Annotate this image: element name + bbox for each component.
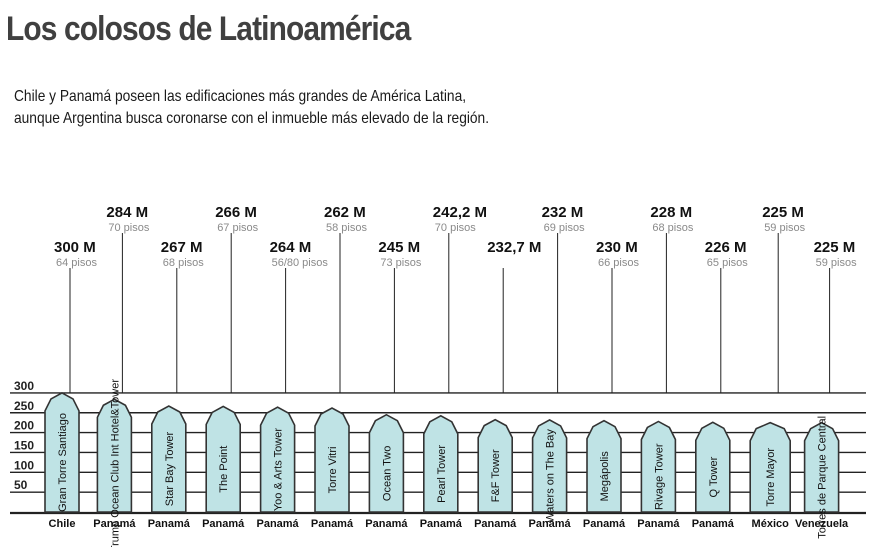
- building-name: The Point: [218, 446, 230, 493]
- building-bar: [44, 391, 80, 513]
- country-label: Panamá: [637, 518, 680, 530]
- height-label: 267 M: [161, 239, 203, 256]
- height-label: 262 M: [324, 204, 366, 221]
- country-label: Panamá: [365, 518, 408, 530]
- height-label: 225 M: [762, 204, 804, 221]
- height-label: 232 M: [542, 204, 584, 221]
- subtitle-line-2: aunque Argentina busca coronarse con el …: [14, 110, 490, 127]
- floors-label: 59 pisos: [764, 222, 805, 234]
- y-tick-label: 100: [14, 458, 34, 472]
- building-bar: [96, 398, 133, 513]
- country-label: Venezuela: [795, 518, 849, 530]
- building-bar: [803, 421, 840, 513]
- height-label: 284 M: [106, 204, 148, 221]
- floors-label: 70 pisos: [435, 222, 476, 234]
- building-name: Star Bay Tower: [164, 431, 176, 506]
- building-labels: Gran Torre Santiago 300 M64 pisos Chile Tru…: [49, 204, 858, 547]
- height-label: 232,7 M: [487, 239, 541, 256]
- country-label: Panamá: [311, 518, 354, 530]
- building-name: Waters on The Bay: [545, 429, 557, 523]
- floors-label: 69 pisos: [544, 222, 585, 234]
- country-label: México: [752, 518, 790, 530]
- height-label: 245 M: [378, 239, 420, 256]
- floors-label: 73 pisos: [380, 257, 421, 269]
- y-axis: 50 100 150 200 250 300: [14, 379, 34, 492]
- y-tick-label: 300: [14, 379, 34, 393]
- country-label: Panamá: [420, 518, 463, 530]
- y-tick-label: 50: [14, 478, 28, 492]
- floors-label: 66 pisos: [598, 257, 639, 269]
- country-label: Panamá: [692, 518, 735, 530]
- height-label: 230 M: [596, 239, 638, 256]
- floors-label: 67 pisos: [217, 222, 258, 234]
- building-name: Torres de Parque Central: [817, 416, 829, 539]
- country-label: Panamá: [202, 518, 245, 530]
- floors-label: 59 pisos: [816, 257, 857, 269]
- building-bar: [531, 418, 568, 513]
- floors-label: 70 pisos: [108, 222, 149, 234]
- building-bar: [205, 405, 241, 513]
- floors-label: 56/80 pisos: [272, 257, 329, 269]
- building-bar: [368, 413, 405, 513]
- building-bar: [640, 420, 677, 513]
- leader-lines: [69, 233, 831, 393]
- y-tick-label: 200: [14, 419, 34, 433]
- building-name: Trump Ocean Club Int Hotel&Tower: [109, 379, 121, 547]
- country-label: Panamá: [583, 518, 626, 530]
- y-tick-label: 250: [14, 399, 34, 413]
- height-label: 300 M: [54, 239, 96, 256]
- floors-label: 65 pisos: [707, 257, 748, 269]
- building-name: F&F Tower: [490, 449, 502, 502]
- country-label: Panamá: [528, 518, 571, 530]
- building-name: Megápolis: [599, 451, 611, 502]
- floors-label: 58 pisos: [326, 222, 367, 234]
- skyscraper-chart: Gran Torre Santiago 300 M64 pisos Chile Tru…: [10, 204, 866, 547]
- height-label: 226 M: [705, 239, 747, 256]
- building-bar: [259, 406, 296, 513]
- building-bar: [314, 407, 350, 513]
- building-name: Torre Mayor: [765, 448, 777, 507]
- building-bar: [477, 418, 513, 513]
- floors-label: 64 pisos: [56, 257, 97, 269]
- subtitle-line-1: Chile y Panamá poseen las edificaciones …: [14, 88, 467, 105]
- building-name: Ocean Two: [381, 446, 393, 501]
- country-label: Panamá: [148, 518, 191, 530]
- building-name: Torre Vitri: [327, 447, 339, 494]
- building-bar: [151, 405, 187, 513]
- building-bar: [423, 414, 459, 513]
- chart-subtitle: Chile y Panamá poseen las edificaciones …: [14, 86, 489, 130]
- building-name: Q Tower: [708, 456, 720, 497]
- height-label: 242,2 M: [433, 204, 487, 221]
- height-label: 228 M: [650, 204, 692, 221]
- building-name: Gran Torre Santiago: [57, 413, 69, 512]
- buildings: [44, 391, 840, 513]
- height-label: 225 M: [814, 239, 856, 256]
- country-label: Panamá: [256, 518, 299, 530]
- country-label: Chile: [49, 518, 76, 530]
- floors-label: 68 pisos: [652, 222, 693, 234]
- building-name: Pearl Tower: [436, 445, 448, 503]
- building-name: Rivage Tower: [653, 443, 665, 510]
- chart-title: Los colosos de Latinoamérica: [6, 10, 411, 48]
- height-label: 264 M: [270, 239, 312, 256]
- floors-label: 68 pisos: [163, 257, 204, 269]
- building-name: Yoo & Arts Tower: [273, 428, 285, 511]
- country-label: Panamá: [93, 518, 136, 530]
- building-bar: [586, 419, 622, 513]
- y-tick-label: 150: [14, 438, 34, 452]
- building-bar: [749, 421, 791, 513]
- building-bar: [695, 421, 731, 513]
- country-label: Panamá: [474, 518, 517, 530]
- height-label: 266 M: [215, 204, 257, 221]
